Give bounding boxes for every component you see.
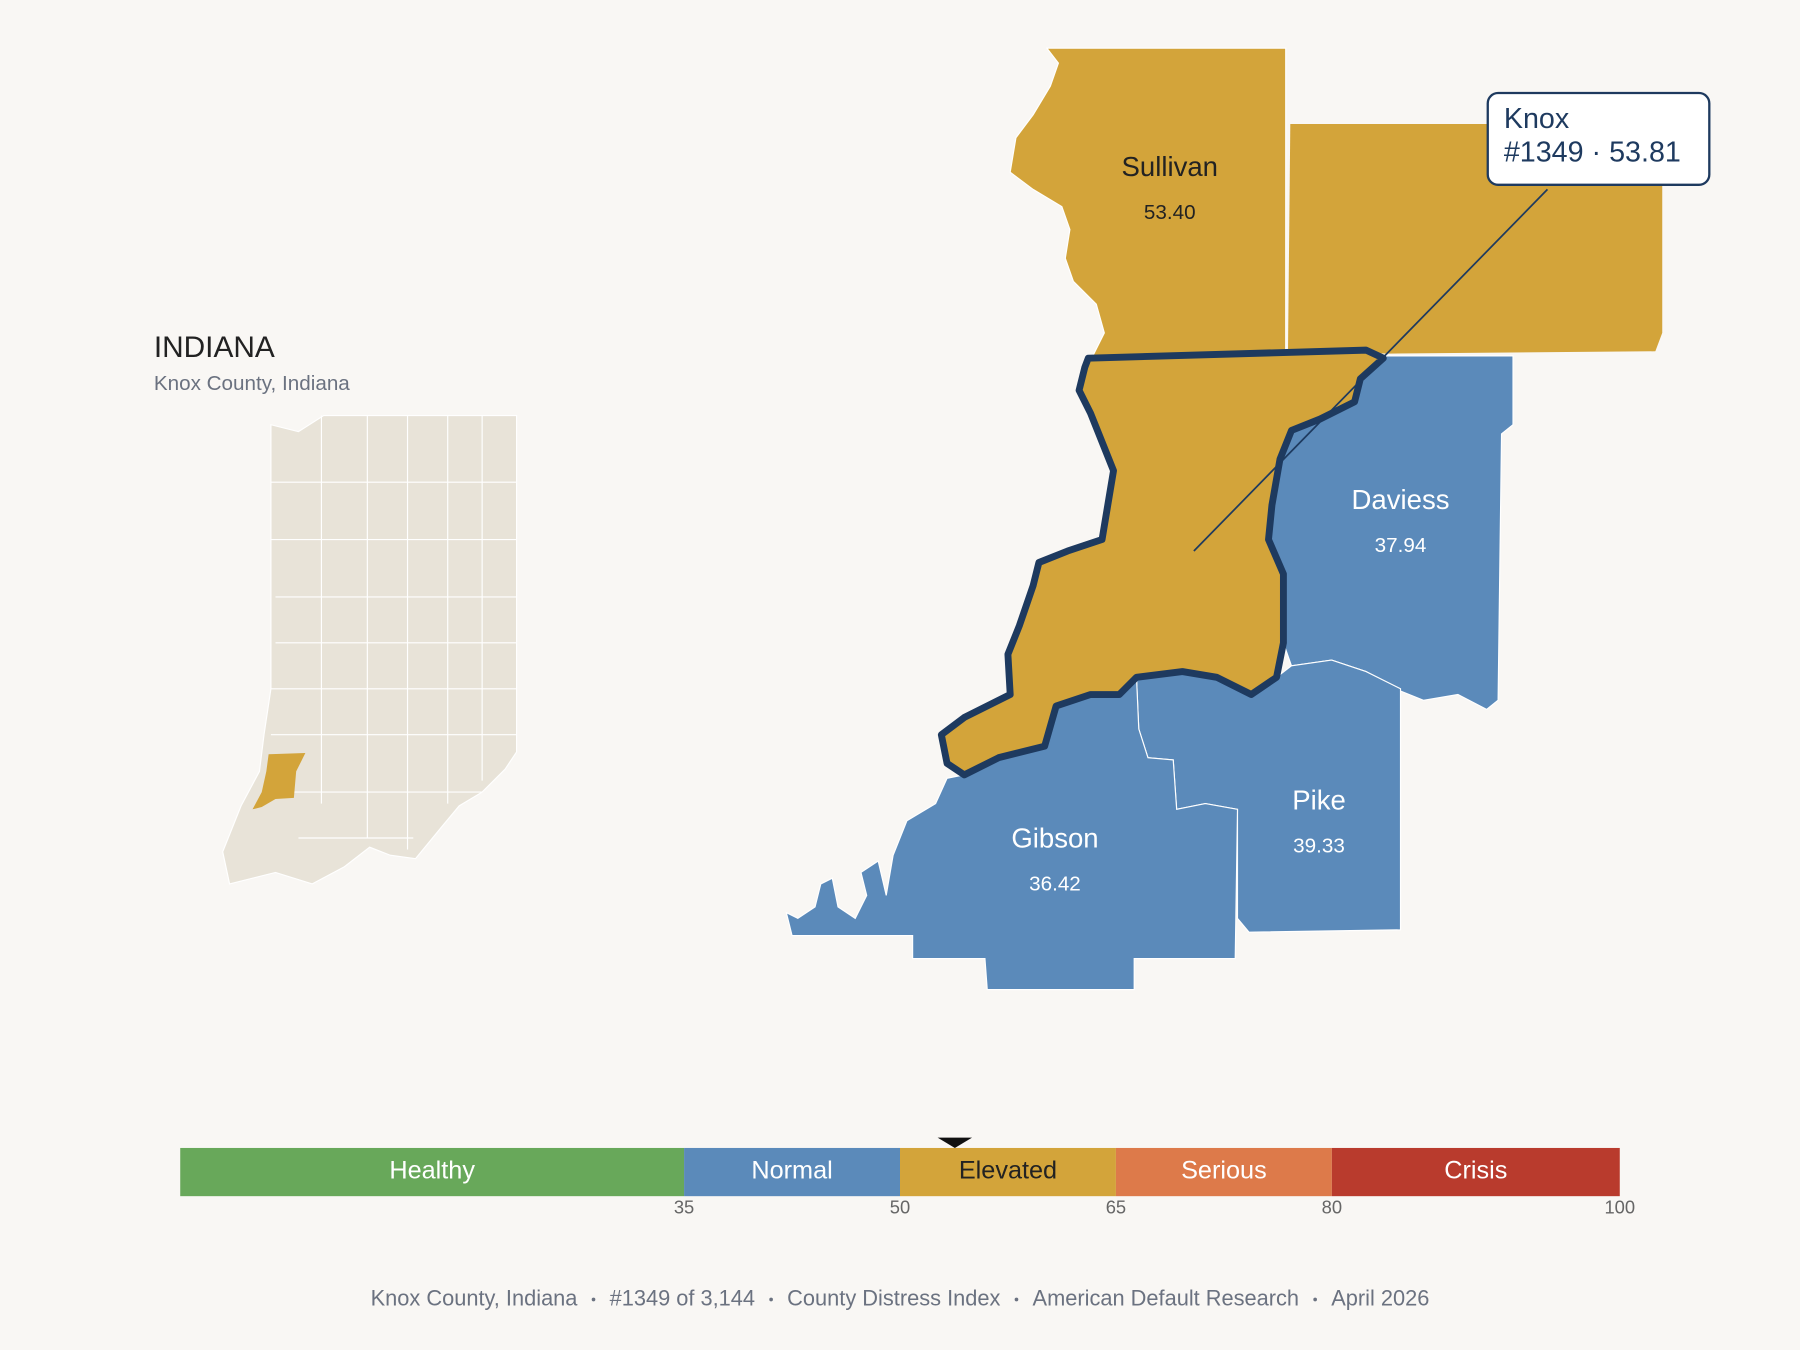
band-label: Elevated [959, 1157, 1057, 1185]
scale-tick-label: 65 [1106, 1197, 1126, 1218]
inset-knox [252, 753, 306, 810]
footer-separator [769, 1297, 773, 1302]
band-label: Serious [1181, 1157, 1267, 1185]
county-name: Sullivan [1122, 151, 1218, 182]
county-name: Daviess [1352, 484, 1450, 515]
callout-leader [1193, 188, 1549, 552]
scale-tick-label: 100 [1604, 1197, 1635, 1218]
state-title: INDIANA [154, 331, 275, 364]
scale-tick-label: 50 [890, 1197, 910, 1218]
footer: Knox County, Indiana #1349 of 3,144 County… [371, 1285, 1430, 1310]
band-label: Healthy [389, 1157, 475, 1185]
inset-map [222, 414, 518, 885]
scale-band [900, 1147, 1116, 1197]
selected-outline [937, 346, 1387, 779]
footer-item: #1349 of 3,144 [610, 1285, 755, 1310]
scale-band [180, 1147, 685, 1197]
footer-item: April 2026 [1331, 1285, 1429, 1310]
footer-item: American Default Research [1033, 1285, 1300, 1310]
county-value: 36.42 [1029, 873, 1081, 896]
scale-band [1115, 1147, 1332, 1197]
band-label: Normal [751, 1157, 832, 1185]
footer-separator [1014, 1297, 1019, 1302]
scale-band [1331, 1147, 1620, 1197]
inset-county-lines [270, 415, 517, 850]
footer-separator [591, 1297, 596, 1302]
band-label: Crisis [1444, 1157, 1507, 1185]
county-value: 37.94 [1375, 534, 1427, 557]
county-value: 53.40 [1144, 201, 1196, 224]
callout-title: Knox [1504, 103, 1570, 135]
footer-separator [1313, 1297, 1317, 1302]
callout-box [1486, 91, 1711, 186]
callout-label: #1349 · 53.81 [1504, 136, 1681, 168]
scale-tick-label: 80 [1322, 1197, 1342, 1218]
scale-band [684, 1147, 900, 1197]
scale-marker [937, 1137, 973, 1148]
county-name: Gibson [1011, 823, 1098, 854]
county-name: Pike [1292, 785, 1346, 816]
counties: Sullivan 53.40 Daviess 37.94 Pike 39.33 Gibson… [785, 47, 1514, 991]
footer-item: Knox County, Indiana [371, 1285, 579, 1310]
distress-scale: Healthy Normal Elevated Serious Crisis 35 50 65… [180, 1137, 1635, 1218]
state-subtitle: Knox County, Indiana [154, 372, 350, 395]
county-value: 39.33 [1293, 835, 1345, 858]
scale-tick-label: 35 [674, 1197, 694, 1218]
footer-item: County Distress Index [787, 1285, 1000, 1310]
